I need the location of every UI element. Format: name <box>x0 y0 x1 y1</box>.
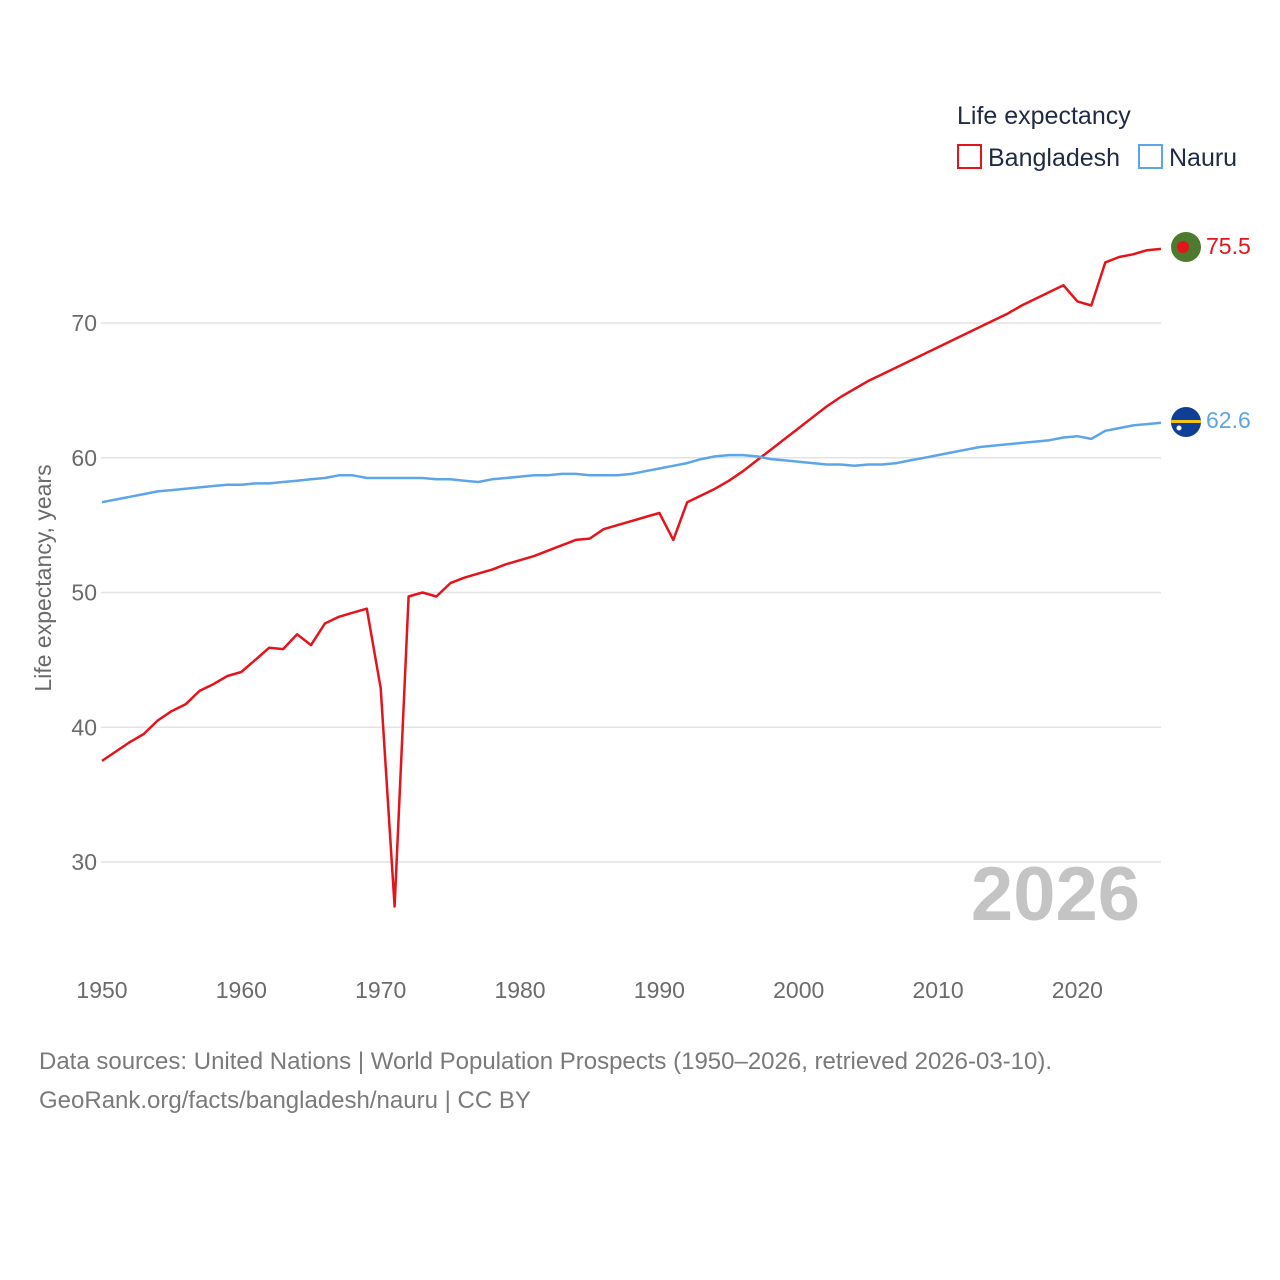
x-tick-label: 1950 <box>76 977 127 1003</box>
x-tick-label: 2000 <box>773 977 824 1003</box>
nauru-flag-icon <box>1171 407 1201 437</box>
y-axis-ticks: 30 40 50 60 70 <box>71 310 97 875</box>
source-link[interactable]: GeoRank.org/facts/bangladesh/nauru | CC … <box>39 1087 531 1114</box>
x-tick-label: 2020 <box>1052 977 1103 1003</box>
end-value-bangladesh: 75.5 <box>1206 233 1251 259</box>
data-source-text: Data sources: United Nations | World Pop… <box>39 1048 1053 1075</box>
y-tick-label: 30 <box>71 849 97 875</box>
y-tick-label: 40 <box>71 714 97 740</box>
legend-label-nauru[interactable]: Nauru <box>1169 144 1237 172</box>
x-tick-label: 1960 <box>216 977 267 1003</box>
footer: Data sources: United Nations | World Pop… <box>39 1042 1052 1120</box>
line-chart: Life expectancy Bangladesh Nauru 30 40 50 6… <box>30 102 1251 1003</box>
y-tick-label: 60 <box>71 445 97 471</box>
bangladesh-flag-icon <box>1171 232 1201 262</box>
x-tick-label: 1990 <box>634 977 685 1003</box>
y-tick-label: 70 <box>71 310 97 336</box>
y-tick-label: 50 <box>71 580 97 606</box>
x-tick-label: 1970 <box>355 977 406 1003</box>
x-tick-label: 1980 <box>494 977 545 1003</box>
legend-label-bangladesh[interactable]: Bangladesh <box>988 144 1120 172</box>
legend-swatch-nauru[interactable] <box>1138 144 1163 169</box>
legend-title: Life expectancy <box>957 102 1131 130</box>
series-line-nauru[interactable] <box>101 421 1162 504</box>
gridlines <box>101 322 1161 863</box>
x-axis-ticks: 1950 1960 1970 1980 1990 2000 2010 2020 <box>76 977 1103 1003</box>
current-year-watermark: 2026 <box>971 852 1140 937</box>
x-tick-label: 2010 <box>912 977 963 1003</box>
y-axis-label: Life expectancy, years <box>30 464 56 691</box>
series-line-bangladesh[interactable] <box>101 247 1162 908</box>
end-value-nauru: 62.6 <box>1206 407 1251 433</box>
legend-swatch-bangladesh[interactable] <box>957 144 982 169</box>
